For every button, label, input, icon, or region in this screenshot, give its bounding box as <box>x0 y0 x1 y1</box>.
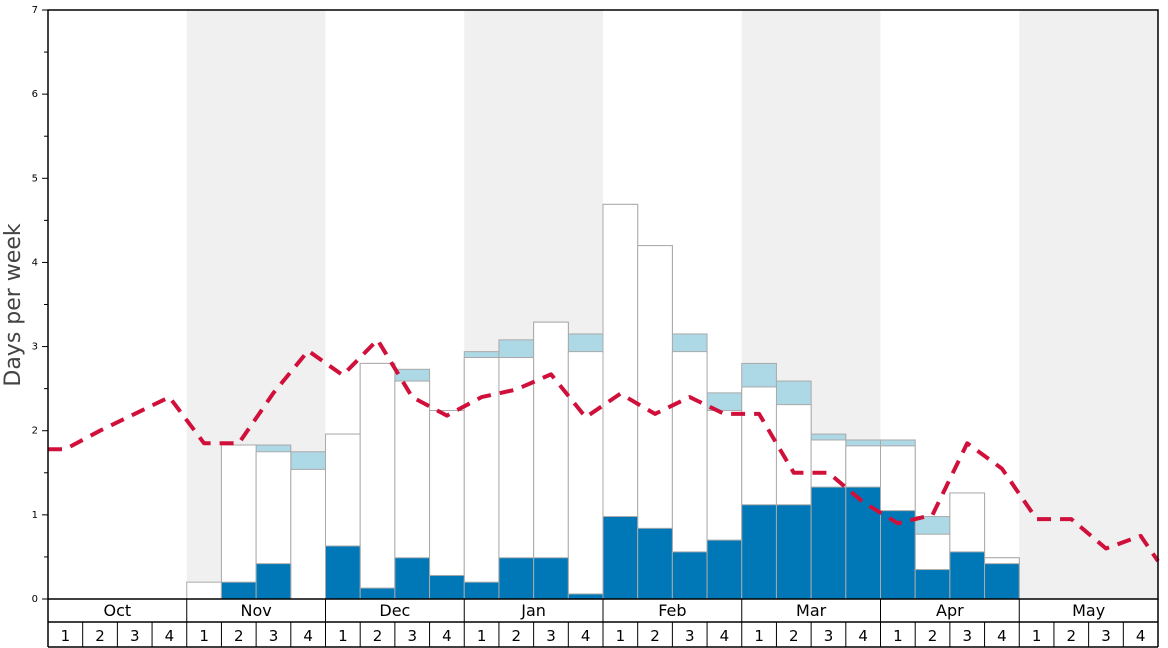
line-layer <box>48 337 1160 563</box>
dark-bar-21 <box>741 504 777 600</box>
week-label-nov-2: 2 <box>234 627 244 645</box>
week-label-mar-1: 1 <box>754 627 764 645</box>
dark-bar-11 <box>394 557 431 600</box>
week-label-oct-4: 4 <box>165 627 175 645</box>
dark-bar-17 <box>602 516 639 600</box>
week-label-feb-2: 2 <box>650 627 660 645</box>
week-label-mar-2: 2 <box>789 627 799 645</box>
dark-bar-25 <box>880 510 916 600</box>
week-label-dec-1: 1 <box>338 627 348 645</box>
week-label-jan-2: 2 <box>512 627 522 645</box>
month-label-feb: Feb <box>658 601 686 620</box>
dark-bar-14 <box>498 557 535 600</box>
week-label-feb-1: 1 <box>616 627 626 645</box>
week-label-mar-4: 4 <box>858 627 868 645</box>
y-tick-label-6: 6 <box>32 89 38 100</box>
week-label-may-4: 4 <box>1136 627 1146 645</box>
dark-bar-18 <box>637 527 673 600</box>
week-label-dec-4: 4 <box>442 627 452 645</box>
week-label-mar-3: 3 <box>824 627 834 645</box>
week-label-oct-1: 1 <box>61 627 71 645</box>
x-axis: Oct 1 2 3 4 Nov 1 2 3 4 Dec 1 2 3 4 Jan 1 2 3 4 Feb 1 2 3 4 Mar 1 2… <box>47 599 1159 648</box>
month-label-jan: Jan <box>520 601 546 620</box>
week-label-nov-4: 4 <box>303 627 313 645</box>
week-label-oct-2: 2 <box>95 627 105 645</box>
week-label-dec-2: 2 <box>373 627 383 645</box>
dark-bar-27 <box>949 551 986 600</box>
week-label-jan-4: 4 <box>581 627 591 645</box>
dark-bar-15 <box>533 557 569 600</box>
dark-bar-12 <box>429 574 465 600</box>
total-bar-16 <box>567 351 604 600</box>
total-bar-15 <box>533 321 569 600</box>
week-label-dec-3: 3 <box>407 627 417 645</box>
dark-bar-19 <box>671 551 708 600</box>
month-label-apr: Apr <box>936 601 964 620</box>
total-bar-5 <box>186 581 222 600</box>
week-label-feb-3: 3 <box>685 627 695 645</box>
month-shade-layer <box>186 10 1158 599</box>
dark-bar-23 <box>810 486 847 600</box>
week-label-jan-1: 1 <box>477 627 487 645</box>
month-label-dec: Dec <box>379 601 410 620</box>
month-label-may: May <box>1072 601 1105 620</box>
week-label-apr-2: 2 <box>928 627 938 645</box>
total-bar-10 <box>359 362 396 600</box>
average-line <box>48 337 1160 563</box>
dark-bar-20 <box>706 539 743 600</box>
week-label-nov-1: 1 <box>199 627 209 645</box>
dark-bar-26 <box>914 569 951 600</box>
month-shade-may <box>1019 10 1158 599</box>
y-axis-label: Days per week <box>1 223 26 386</box>
month-label-oct: Oct <box>104 601 132 620</box>
month-label-nov: Nov <box>241 601 272 620</box>
y-tick-label-2: 2 <box>32 426 38 437</box>
week-label-nov-3: 3 <box>269 627 279 645</box>
week-label-oct-3: 3 <box>130 627 140 645</box>
week-label-may-1: 1 <box>1032 627 1042 645</box>
week-label-may-3: 3 <box>1101 627 1111 645</box>
dark-bar-7 <box>255 563 292 600</box>
total-bar-13 <box>463 357 500 600</box>
week-label-feb-4: 4 <box>720 627 730 645</box>
week-label-jan-3: 3 <box>546 627 556 645</box>
y-tick-label-1: 1 <box>32 510 38 521</box>
y-tick-label-0: 0 <box>32 594 38 605</box>
week-label-apr-1: 1 <box>893 627 903 645</box>
total-bar-6 <box>220 444 257 600</box>
dark-bar-10 <box>359 587 396 600</box>
dark-bar-9 <box>325 545 361 600</box>
y-tick-label-4: 4 <box>32 257 38 268</box>
dark-bar-13 <box>463 581 500 600</box>
dark-bar-28 <box>984 563 1020 600</box>
month-label-mar: Mar <box>796 601 827 620</box>
week-label-apr-3: 3 <box>962 627 972 645</box>
dark-bar-16 <box>567 593 604 600</box>
y-axis: 0 1 2 3 4 5 6 7 <box>32 5 48 605</box>
y-tick-label-5: 5 <box>32 173 38 184</box>
y-tick-label-3: 3 <box>32 342 38 353</box>
y-tick-label-7: 7 <box>32 5 38 16</box>
week-label-apr-4: 4 <box>997 627 1007 645</box>
dark-bar-6 <box>220 581 257 600</box>
dark-bar-22 <box>775 504 812 600</box>
total-bar-8 <box>290 468 326 600</box>
dark-bar-24 <box>845 486 881 600</box>
week-label-may-2: 2 <box>1067 627 1077 645</box>
total-bar-12 <box>429 410 465 600</box>
